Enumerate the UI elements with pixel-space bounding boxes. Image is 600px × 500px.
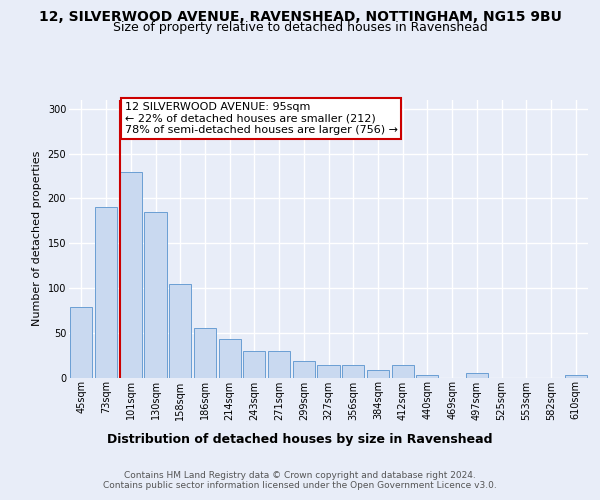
Bar	[194, 328, 216, 378]
Text: 12, SILVERWOOD AVENUE, RAVENSHEAD, NOTTINGHAM, NG15 9BU: 12, SILVERWOOD AVENUE, RAVENSHEAD, NOTTI…	[38, 10, 562, 24]
Bar	[218, 339, 241, 378]
Bar	[293, 362, 315, 378]
Bar	[119, 172, 142, 378]
Bar	[268, 350, 290, 378]
Bar	[565, 375, 587, 378]
Bar	[70, 307, 92, 378]
Text: Contains HM Land Registry data © Crown copyright and database right 2024.: Contains HM Land Registry data © Crown c…	[124, 471, 476, 480]
Bar	[169, 284, 191, 378]
Text: Size of property relative to detached houses in Ravenshead: Size of property relative to detached ho…	[113, 21, 487, 34]
Bar	[95, 208, 117, 378]
Bar	[145, 212, 167, 378]
Y-axis label: Number of detached properties: Number of detached properties	[32, 151, 42, 326]
Bar	[317, 365, 340, 378]
Text: 12 SILVERWOOD AVENUE: 95sqm
← 22% of detached houses are smaller (212)
78% of se: 12 SILVERWOOD AVENUE: 95sqm ← 22% of det…	[125, 102, 398, 135]
Text: Distribution of detached houses by size in Ravenshead: Distribution of detached houses by size …	[107, 432, 493, 446]
Bar	[243, 350, 265, 378]
Bar	[392, 365, 414, 378]
Bar	[416, 375, 439, 378]
Bar	[342, 365, 364, 378]
Text: Contains public sector information licensed under the Open Government Licence v3: Contains public sector information licen…	[103, 481, 497, 490]
Bar	[466, 373, 488, 378]
Bar	[367, 370, 389, 378]
